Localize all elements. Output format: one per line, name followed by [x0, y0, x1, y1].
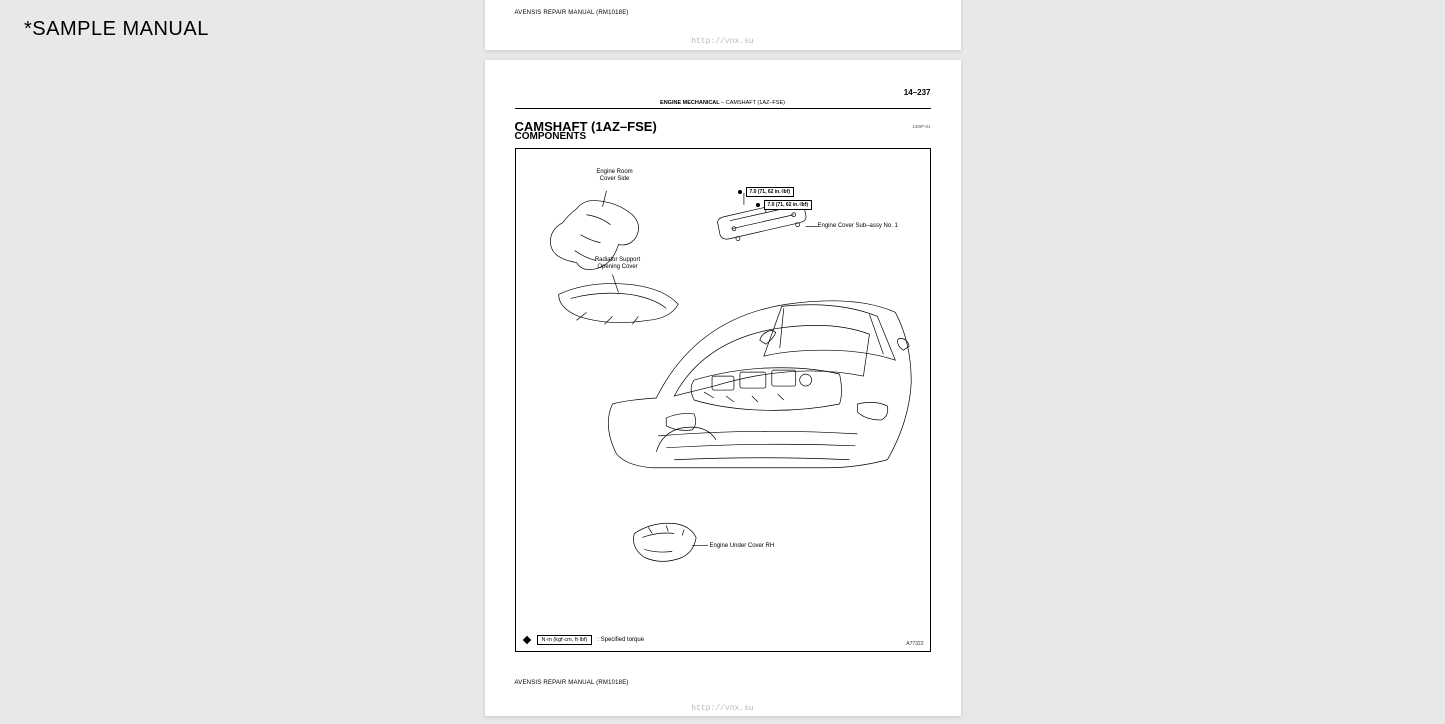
label-engine-cover-sub: Engine Cover Sub–assy No. 1 — [818, 223, 928, 230]
legend: N·m (kgf·cm, ft·lbf) : Specified torque — [524, 635, 645, 645]
legend-box: N·m (kgf·cm, ft·lbf) — [537, 635, 593, 645]
page-top-slice: AVENSIS REPAIR MANUAL (RM1018E) http://v… — [485, 0, 961, 50]
footer-link: http://vnx.su — [691, 37, 753, 46]
label-engine-under-cover: Engine Under Cover RH — [710, 543, 800, 550]
sample-watermark: *SAMPLE MANUAL — [24, 18, 209, 41]
torque-dot-2 — [756, 203, 760, 207]
label-radiator-support: Radiator SupportOpening Cover — [578, 257, 658, 271]
page-number: 14–237 — [515, 88, 931, 97]
footer-link-main: http://vnx.su — [691, 704, 753, 713]
diagram-box: Engine RoomCover Side Radiator SupportOp… — [515, 148, 931, 652]
section-header: ENGINE MECHANICAL – CAMSHAFT (1AZ–FSE) — [515, 100, 931, 109]
torque-box-2: 7.0 (71, 62 in.·lbf) — [764, 200, 813, 210]
legend-diamond-icon — [522, 636, 530, 644]
figure-code: A77322 — [906, 641, 923, 647]
torque-dot-1 — [738, 190, 742, 194]
section-header-rest: – CAMSHAFT (1AZ–FSE) — [720, 100, 785, 106]
footer-text-main: AVENSIS REPAIR MANUAL (RM1018E) — [515, 680, 629, 686]
page-subtitle: COMPONENTS — [515, 131, 931, 142]
page-container: AVENSIS REPAIR MANUAL (RM1018E) http://v… — [485, 0, 961, 724]
label-engine-room-cover-side: Engine RoomCover Side — [580, 169, 650, 183]
page-main: 14–237 ENGINE MECHANICAL – CAMSHAFT (1AZ… — [485, 60, 961, 716]
footer-text: AVENSIS REPAIR MANUAL (RM1018E) — [515, 10, 629, 16]
section-header-bold: ENGINE MECHANICAL — [660, 100, 720, 106]
torque-box-1: 7.0 (71, 62 in.·lbf) — [746, 187, 795, 197]
legend-text: : Specified torque — [597, 637, 644, 643]
